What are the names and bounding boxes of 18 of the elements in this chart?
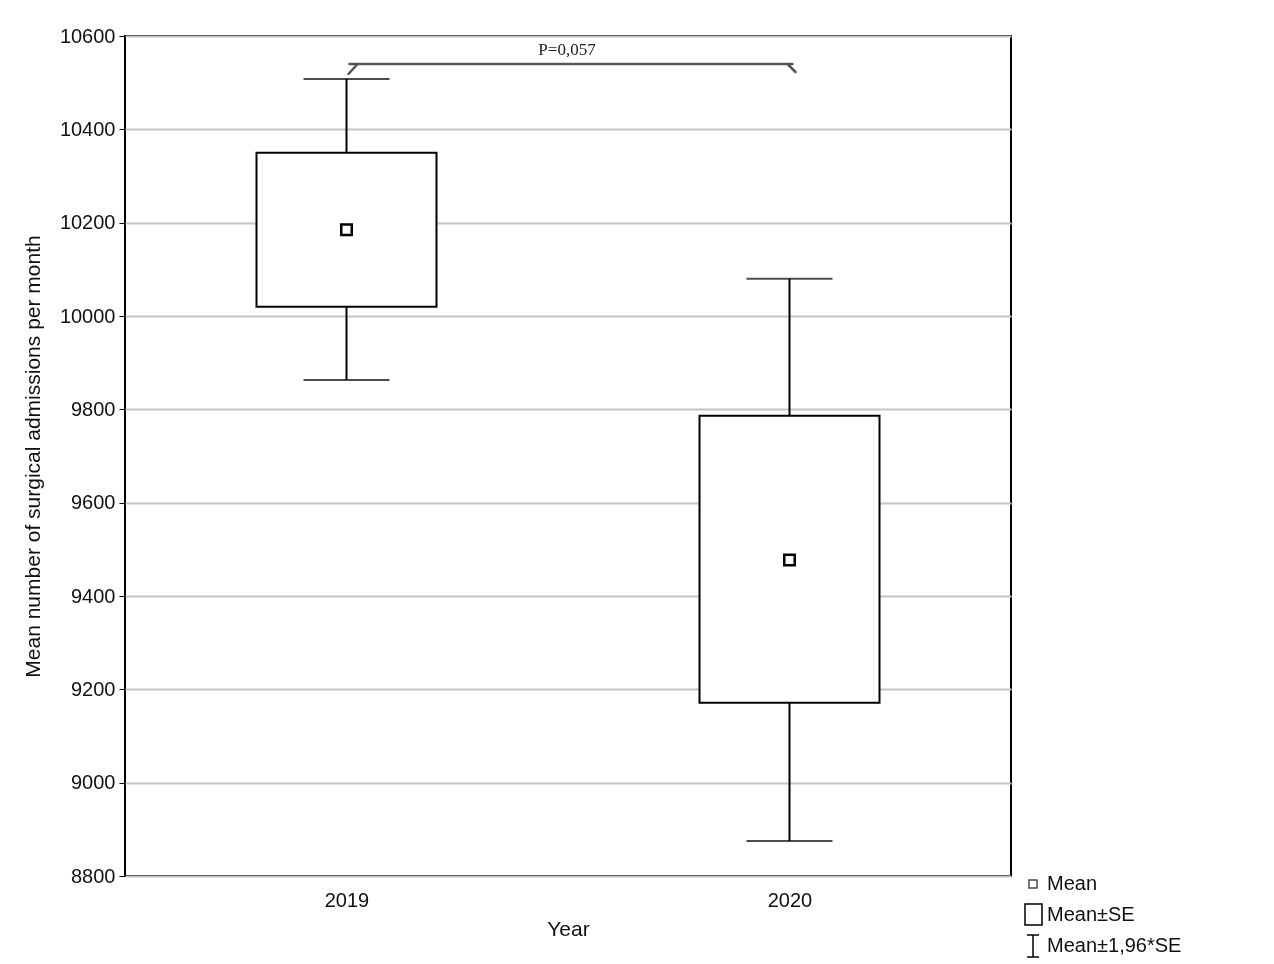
y-tick-label: 9200 [71,677,116,700]
x-tick-label: 2019 [324,888,370,911]
y-tick-label: 10600 [59,24,116,47]
text: Mean±1,96*SE [1047,934,1182,956]
y-tick-label: 9400 [71,584,116,607]
y-tick-label: 9000 [71,771,116,794]
y-tick-label: 8800 [71,864,116,887]
x-axis-title: Year [547,916,590,940]
y-tick-label: 10400 [59,117,116,140]
text: Mean [1047,872,1098,894]
annotation: P=0,057 [538,40,597,59]
y-tick-label: 9800 [71,397,116,420]
y-tick-label: 10200 [59,211,116,234]
y-tick-label: 9600 [71,491,116,514]
x-tick-label: 2020 [767,888,813,911]
text: Mean±SE [1047,903,1135,925]
y-axis-title: Mean number of surgical admissions per month [20,235,44,678]
y-tick-label: 10000 [59,304,116,327]
